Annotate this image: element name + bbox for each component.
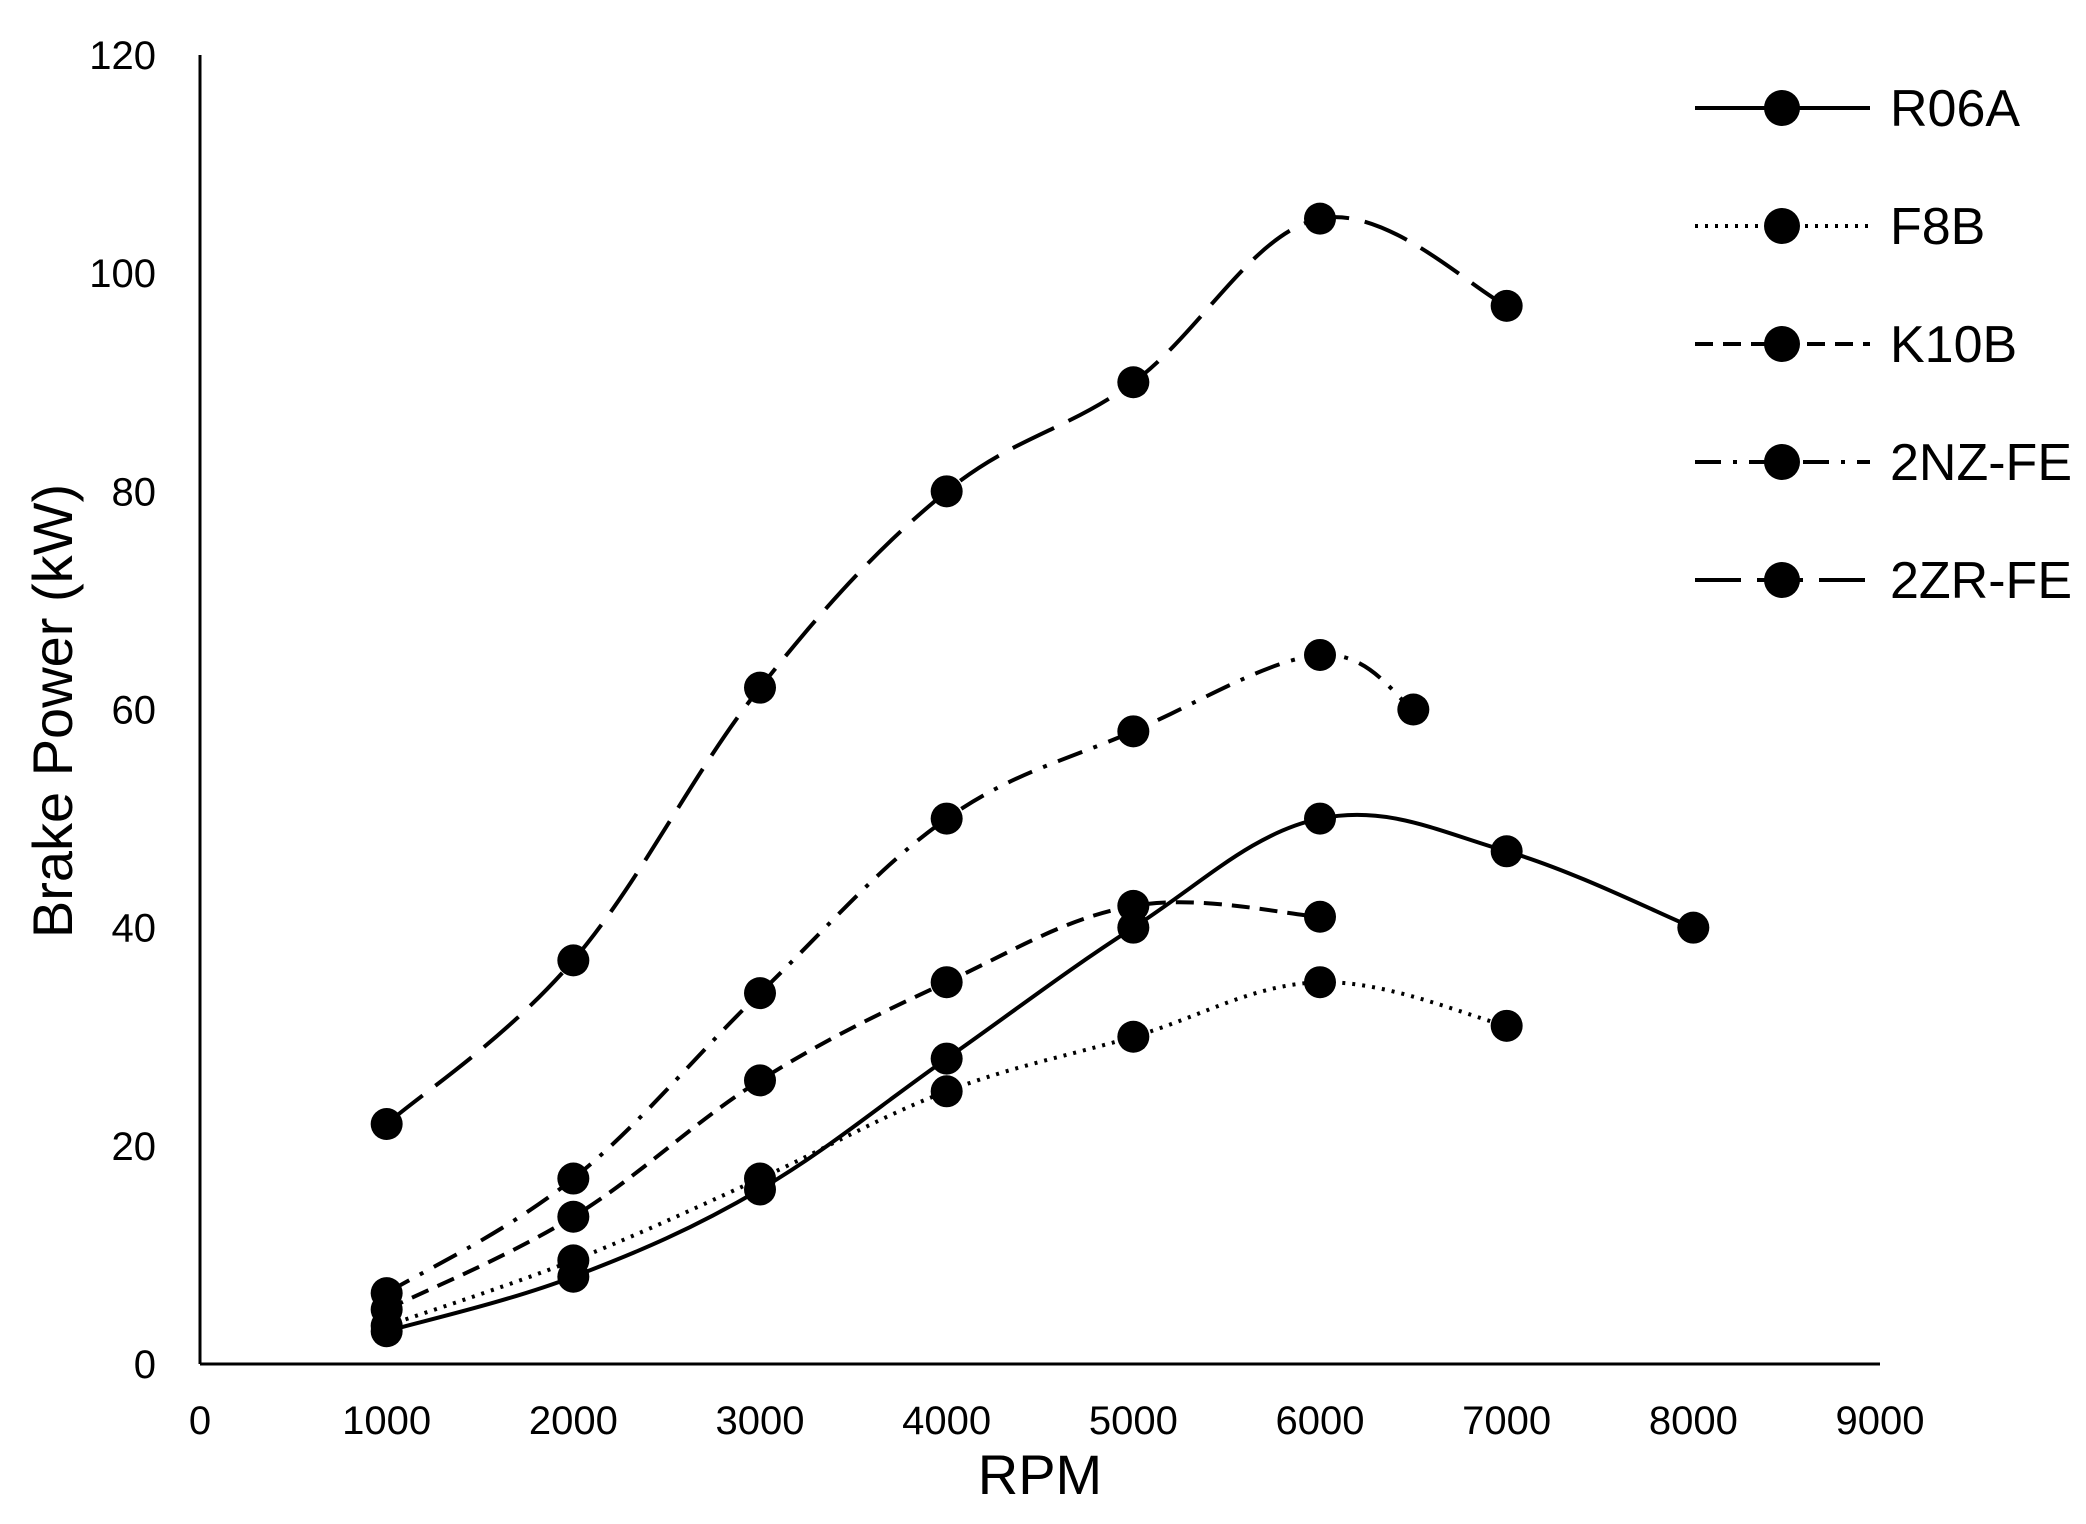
x-tick-label: 4000 [902,1399,991,1443]
data-point-marker [930,1075,963,1108]
data-point-marker [1490,1009,1523,1042]
data-point-marker [930,966,963,999]
series-line [385,652,1415,1295]
x-tick-label: 5000 [1089,1399,1178,1443]
legend-marker [1764,326,1800,362]
x-tick-label: 3000 [716,1399,805,1443]
data-point-marker [1490,289,1523,322]
data-point-marker [930,802,963,835]
series-2zr-fe [370,202,1523,1141]
legend-label: 2ZR-FE [1890,552,2072,610]
series-line [386,812,1695,1334]
data-point-marker [1117,715,1150,748]
series-f8b [370,966,1523,1342]
data-point-marker [744,977,776,1010]
y-axis-title: Brake Power (kW) [21,484,84,938]
legend-marker [1764,444,1800,480]
legend-marker [1764,562,1800,598]
data-point-marker [557,1162,590,1195]
x-tick-label: 6000 [1276,1399,1365,1443]
x-axis-title: RPM [978,1443,1102,1506]
data-point-marker [1117,889,1150,922]
data-point-marker [1117,1020,1150,1053]
series-line [386,980,1508,1328]
data-point-marker [1490,835,1523,868]
series-line [385,900,1321,1312]
y-tick-label: 0 [134,1343,156,1387]
x-tick-label: 9000 [1836,1399,1925,1443]
data-point-marker [1304,900,1336,933]
data-point-marker [557,1244,590,1277]
data-point-marker [1397,693,1430,726]
x-tick-label: 0 [189,1399,211,1443]
y-tick-label: 60 [112,689,157,733]
data-point-marker [557,944,590,977]
x-tick-label: 2000 [529,1399,618,1443]
y-tick-label: 20 [112,1125,157,1169]
series-k10b [370,889,1336,1326]
legend-marker [1764,208,1800,244]
legend: R06A F8B K10B 2NZ-FE 2ZR-FE [1695,80,2072,610]
legend-label: 2NZ-FE [1890,434,2072,492]
data-point-marker [930,1042,963,1075]
data-point-marker [1304,638,1336,671]
data-point-marker [744,1162,776,1195]
legend-marker [1764,90,1800,126]
data-point-marker [1304,802,1336,835]
legend-label: K10B [1890,316,2017,374]
y-tick-label: 100 [89,252,156,296]
data-point-marker [1117,366,1150,399]
legend-label: F8B [1890,198,1985,256]
x-tick-label: 7000 [1462,1399,1551,1443]
data-point-marker [370,1108,403,1141]
series-2nz-fe [370,638,1430,1310]
x-tick-label: 8000 [1649,1399,1738,1443]
y-tick-label: 40 [112,907,157,951]
data-point-marker [1677,911,1710,944]
data-point-marker [370,1277,403,1310]
axes: 0 1000 2000 3000 4000 5000 6000 7000 8000 9000 0 20… [89,34,1924,1443]
data-point-marker [930,475,963,508]
y-tick-label: 80 [112,470,157,514]
y-tick-label: 120 [89,34,156,78]
data-point-marker [744,671,776,704]
data-point-marker [1304,202,1336,235]
series-lines [370,202,1710,1348]
data-point-marker [1304,966,1336,999]
data-point-marker [744,1064,776,1097]
legend-label: R06A [1890,80,2020,138]
x-tick-label: 1000 [342,1399,431,1443]
data-point-marker [557,1200,590,1233]
